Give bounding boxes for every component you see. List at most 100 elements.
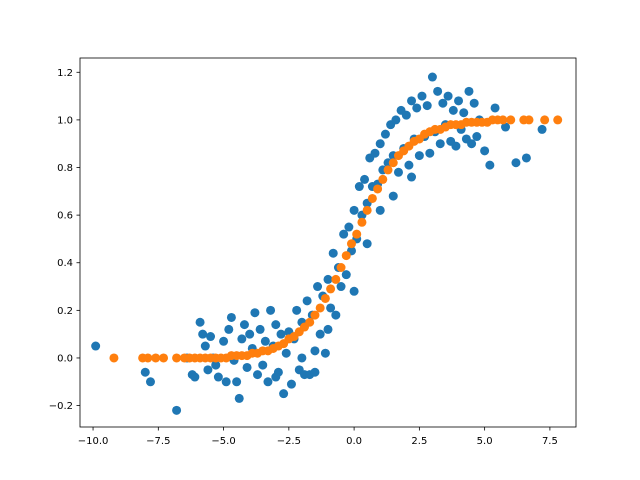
y-tick-label: 1.0 bbox=[57, 115, 73, 126]
data-point bbox=[253, 370, 263, 380]
data-point bbox=[352, 229, 362, 239]
x-tick-label: −7.5 bbox=[146, 436, 170, 447]
data-point bbox=[480, 146, 490, 156]
data-point bbox=[354, 182, 364, 192]
data-point bbox=[404, 160, 414, 170]
data-point bbox=[380, 129, 390, 139]
data-point bbox=[271, 320, 281, 330]
data-point bbox=[195, 317, 205, 327]
x-tick-label: 7.5 bbox=[542, 436, 558, 447]
data-point bbox=[159, 353, 169, 363]
data-point bbox=[454, 96, 464, 106]
data-point bbox=[258, 360, 268, 370]
data-point bbox=[310, 367, 320, 377]
data-point bbox=[255, 324, 265, 334]
data-point bbox=[172, 353, 182, 363]
data-point bbox=[219, 336, 229, 346]
data-point bbox=[226, 312, 236, 322]
data-point bbox=[91, 341, 101, 351]
data-point bbox=[501, 122, 511, 132]
data-point bbox=[388, 191, 398, 201]
data-point bbox=[206, 332, 216, 342]
y-tick-label: 0.8 bbox=[57, 163, 73, 174]
data-point bbox=[373, 184, 383, 194]
data-point bbox=[378, 174, 388, 184]
data-point bbox=[498, 115, 508, 125]
data-point bbox=[310, 310, 320, 320]
data-point bbox=[234, 393, 244, 403]
data-point bbox=[362, 205, 372, 215]
data-point bbox=[266, 305, 276, 315]
data-point bbox=[443, 91, 453, 101]
data-point bbox=[472, 132, 482, 142]
data-point bbox=[198, 329, 208, 339]
data-point bbox=[239, 320, 249, 330]
data-point bbox=[407, 172, 417, 182]
data-point bbox=[451, 141, 461, 151]
data-point bbox=[260, 336, 270, 346]
data-point bbox=[203, 365, 213, 375]
data-point bbox=[143, 353, 153, 363]
data-point bbox=[271, 372, 281, 382]
data-point bbox=[292, 305, 302, 315]
data-point bbox=[109, 353, 119, 363]
data-point bbox=[467, 139, 477, 149]
data-point bbox=[331, 310, 341, 320]
data-point bbox=[336, 263, 346, 272]
x-tick-label: 0.0 bbox=[346, 436, 362, 447]
x-tick-label: 2.5 bbox=[411, 436, 427, 447]
data-point bbox=[286, 379, 296, 389]
data-point bbox=[320, 348, 330, 358]
data-point bbox=[375, 139, 385, 149]
data-point bbox=[297, 353, 307, 363]
y-tick-label: 0.6 bbox=[57, 211, 73, 222]
data-point bbox=[326, 303, 336, 313]
data-point bbox=[391, 115, 401, 125]
data-point bbox=[425, 148, 435, 158]
data-point bbox=[362, 239, 372, 249]
data-point bbox=[242, 362, 252, 372]
data-point bbox=[407, 96, 417, 106]
data-point bbox=[331, 274, 341, 284]
data-point bbox=[393, 167, 403, 177]
data-point bbox=[357, 217, 367, 227]
data-point bbox=[323, 274, 333, 284]
data-point bbox=[213, 372, 223, 382]
y-axis-ticks: −0.2 0.0 0.2 0.4 0.6 0.8 1.0 1.2 bbox=[49, 68, 80, 412]
data-point bbox=[412, 103, 422, 113]
data-point bbox=[438, 98, 448, 108]
data-point bbox=[250, 308, 260, 318]
data-point bbox=[540, 115, 550, 125]
y-tick-label: 1.2 bbox=[57, 68, 73, 79]
x-tick-label: −2.5 bbox=[277, 436, 301, 447]
data-point bbox=[435, 139, 445, 149]
data-point bbox=[305, 317, 315, 327]
data-point bbox=[326, 284, 336, 294]
data-point bbox=[336, 282, 346, 292]
data-point bbox=[315, 303, 325, 313]
data-point bbox=[433, 86, 443, 96]
data-point bbox=[490, 103, 500, 113]
data-point bbox=[245, 329, 255, 339]
data-point bbox=[200, 341, 210, 351]
data-point bbox=[279, 389, 289, 399]
data-point bbox=[237, 334, 247, 344]
x-tick-label: 5.0 bbox=[477, 436, 493, 447]
data-point bbox=[427, 72, 437, 82]
data-point bbox=[310, 346, 320, 356]
data-point bbox=[221, 377, 231, 387]
data-point bbox=[485, 160, 495, 170]
data-point bbox=[302, 296, 312, 306]
data-point bbox=[537, 124, 547, 134]
data-point bbox=[224, 324, 234, 334]
x-tick-label: −10.0 bbox=[78, 436, 109, 447]
data-point bbox=[511, 158, 521, 168]
data-point bbox=[276, 329, 286, 339]
axes-frame bbox=[79, 57, 577, 428]
data-point bbox=[349, 286, 359, 296]
y-tick-label: 0.4 bbox=[57, 258, 73, 269]
data-point bbox=[341, 270, 351, 280]
data-point bbox=[388, 158, 398, 168]
data-point bbox=[367, 193, 377, 203]
